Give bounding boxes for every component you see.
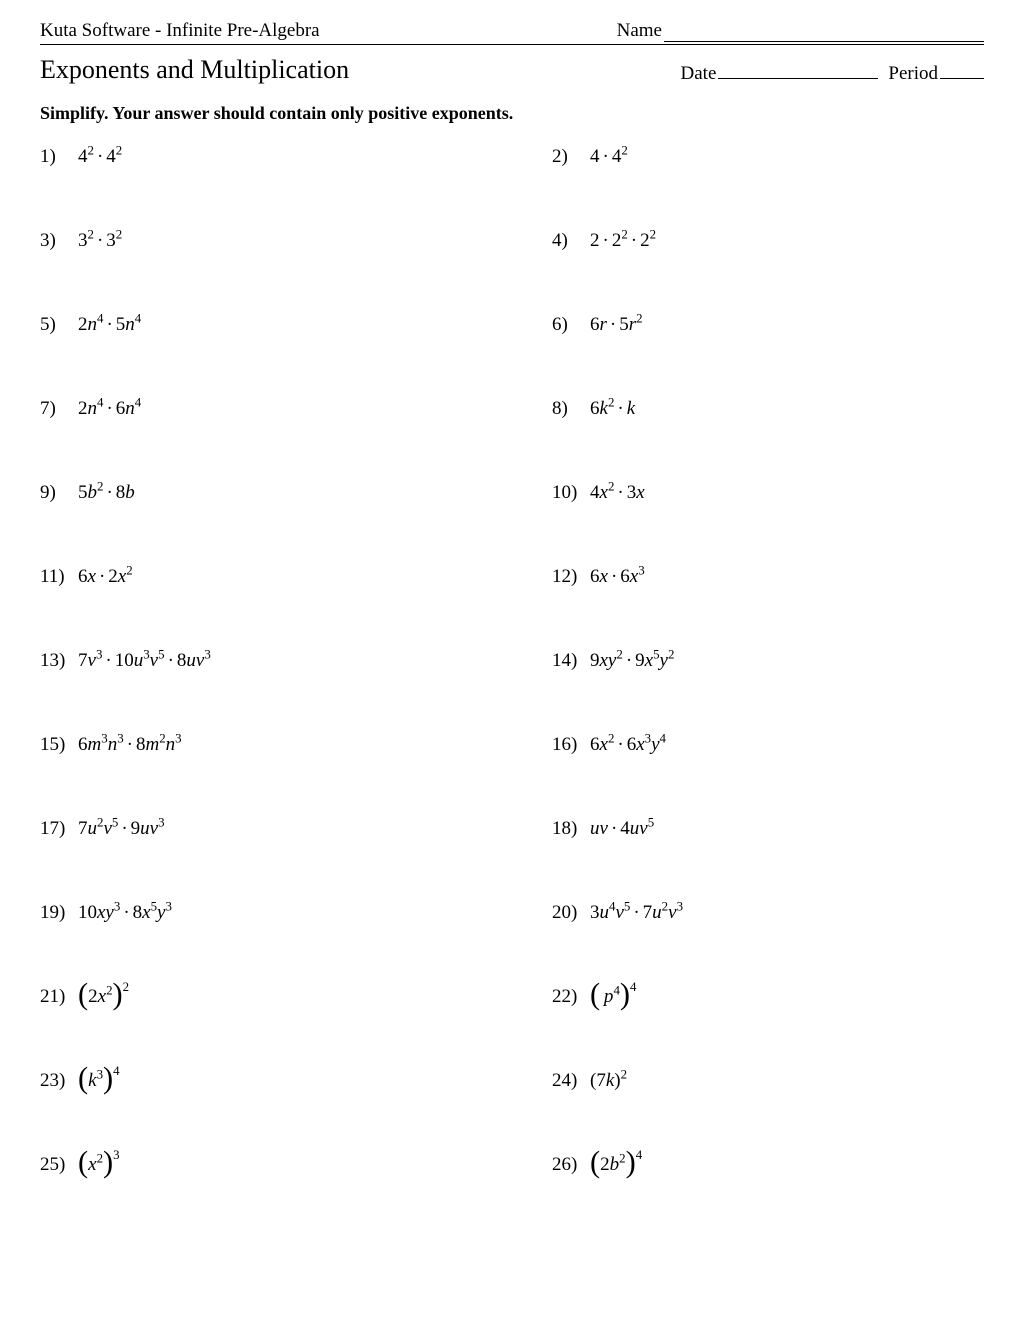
problem: 11) 6x·2x2 bbox=[40, 562, 502, 592]
problem: 19) 10xy3·8x5y3 bbox=[40, 898, 502, 928]
problem: 18) uv·4uv5 bbox=[522, 814, 984, 844]
problem-number: 12) bbox=[552, 566, 582, 588]
problem: 9) 5b2·8b bbox=[40, 478, 502, 508]
problem-number: 11) bbox=[40, 566, 70, 588]
problem-number: 16) bbox=[552, 734, 582, 756]
problem-expression: 2·22·22 bbox=[590, 230, 656, 252]
problem-expression: 2n4·6n4 bbox=[78, 398, 141, 420]
instructions: Simplify. Your answer should contain onl… bbox=[40, 103, 984, 124]
problem-expression: 42·42 bbox=[78, 146, 122, 168]
problem: 17) 7u2v5·9uv3 bbox=[40, 814, 502, 844]
date-blank[interactable] bbox=[718, 59, 878, 79]
date-period-group: Date Period bbox=[681, 59, 984, 85]
problem-number: 24) bbox=[552, 1070, 582, 1092]
problem: 4) 2·22·22 bbox=[522, 226, 984, 256]
problem-number: 13) bbox=[40, 650, 70, 672]
problem-number: 14) bbox=[552, 650, 582, 672]
problem-number: 23) bbox=[40, 1070, 70, 1092]
problem-number: 1) bbox=[40, 146, 70, 168]
problem: 10) 4x2·3x bbox=[522, 478, 984, 508]
problem-number: 2) bbox=[552, 146, 582, 168]
problem-expression: 6k2·k bbox=[590, 398, 635, 420]
problem: 12) 6x·6x3 bbox=[522, 562, 984, 592]
problem: 21) (2x2)2 bbox=[40, 982, 502, 1012]
problem-number: 3) bbox=[40, 230, 70, 252]
problem: 3) 32·32 bbox=[40, 226, 502, 256]
problem-expression: 10xy3·8x5y3 bbox=[78, 902, 172, 924]
problem: 2) 4·42 bbox=[522, 142, 984, 172]
problem-expression: 6x·6x3 bbox=[590, 566, 645, 588]
problem-number: 4) bbox=[552, 230, 582, 252]
problem: 8) 6k2·k bbox=[522, 394, 984, 424]
name-blank[interactable] bbox=[664, 22, 984, 42]
problem: 13) 7v3·10u3v5·8uv3 bbox=[40, 646, 502, 676]
problem-number: 22) bbox=[552, 986, 582, 1008]
problem-number: 10) bbox=[552, 482, 582, 504]
worksheet-title: Exponents and Multiplication bbox=[40, 55, 349, 85]
problem-number: 21) bbox=[40, 986, 70, 1008]
problem-number: 19) bbox=[40, 902, 70, 924]
header-row-1: Kuta Software - Infinite Pre-Algebra Nam… bbox=[40, 20, 984, 45]
problem: 24) (7k)2 bbox=[522, 1066, 984, 1096]
problem-expression: 6x2·6x3y4 bbox=[590, 734, 666, 756]
problem-expression: (2b2)4 bbox=[590, 1154, 642, 1176]
problem: 20) 3u4v5·7u2v3 bbox=[522, 898, 984, 928]
date-label: Date bbox=[681, 63, 717, 84]
period-blank[interactable] bbox=[940, 59, 984, 79]
problem: 5) 2n4·5n4 bbox=[40, 310, 502, 340]
problem-number: 18) bbox=[552, 818, 582, 840]
problem-number: 7) bbox=[40, 398, 70, 420]
problem-expression: ( p4)4 bbox=[590, 986, 636, 1008]
name-label: Name bbox=[617, 20, 662, 42]
problem-expression: 5b2·8b bbox=[78, 482, 135, 504]
problem-expression: (7k)2 bbox=[590, 1070, 627, 1092]
header-row-2: Exponents and Multiplication Date Period bbox=[40, 55, 984, 85]
problem-number: 20) bbox=[552, 902, 582, 924]
problem-expression: 4x2·3x bbox=[590, 482, 645, 504]
problem-number: 5) bbox=[40, 314, 70, 336]
problem-expression: 6x·2x2 bbox=[78, 566, 133, 588]
name-field-group: Name bbox=[617, 20, 984, 42]
problem: 15) 6m3n3·8m2n3 bbox=[40, 730, 502, 760]
problem-number: 8) bbox=[552, 398, 582, 420]
problem: 22) ( p4)4 bbox=[522, 982, 984, 1012]
problem-expression: 32·32 bbox=[78, 230, 122, 252]
problem: 16) 6x2·6x3y4 bbox=[522, 730, 984, 760]
problem: 1) 42·42 bbox=[40, 142, 502, 172]
problem-number: 15) bbox=[40, 734, 70, 756]
problem-expression: (x2)3 bbox=[78, 1154, 120, 1176]
problem-number: 26) bbox=[552, 1154, 582, 1176]
problem-number: 6) bbox=[552, 314, 582, 336]
period-label: Period bbox=[888, 63, 938, 84]
problem-expression: (2x2)2 bbox=[78, 986, 129, 1008]
problem-expression: 6m3n3·8m2n3 bbox=[78, 734, 182, 756]
problem: 7) 2n4·6n4 bbox=[40, 394, 502, 424]
problems-grid: 1) 42·42 2) 4·42 3) 32·32 4) 2·22·22 5) 2n4·5n4 6)… bbox=[40, 142, 984, 1180]
problem-expression: 7u2v5·9uv3 bbox=[78, 818, 165, 840]
problem-expression: 9xy2·9x5y2 bbox=[590, 650, 674, 672]
problem: 14) 9xy2·9x5y2 bbox=[522, 646, 984, 676]
problem-expression: (k3)4 bbox=[78, 1070, 120, 1092]
problem-expression: 2n4·5n4 bbox=[78, 314, 141, 336]
problem-expression: 7v3·10u3v5·8uv3 bbox=[78, 650, 211, 672]
problem: 26) (2b2)4 bbox=[522, 1150, 984, 1180]
problem-number: 9) bbox=[40, 482, 70, 504]
problem-expression: 4·42 bbox=[590, 146, 628, 168]
problem-expression: 6r·5r2 bbox=[590, 314, 643, 336]
problem-number: 17) bbox=[40, 818, 70, 840]
date-group: Date bbox=[681, 59, 879, 85]
period-group: Period bbox=[888, 59, 984, 85]
problem: 23) (k3)4 bbox=[40, 1066, 502, 1096]
problem: 25) (x2)3 bbox=[40, 1150, 502, 1180]
problem-expression: 3u4v5·7u2v3 bbox=[590, 902, 683, 924]
problem-number: 25) bbox=[40, 1154, 70, 1176]
source-label: Kuta Software - Infinite Pre-Algebra bbox=[40, 20, 320, 42]
problem-expression: uv·4uv5 bbox=[590, 818, 654, 840]
problem: 6) 6r·5r2 bbox=[522, 310, 984, 340]
